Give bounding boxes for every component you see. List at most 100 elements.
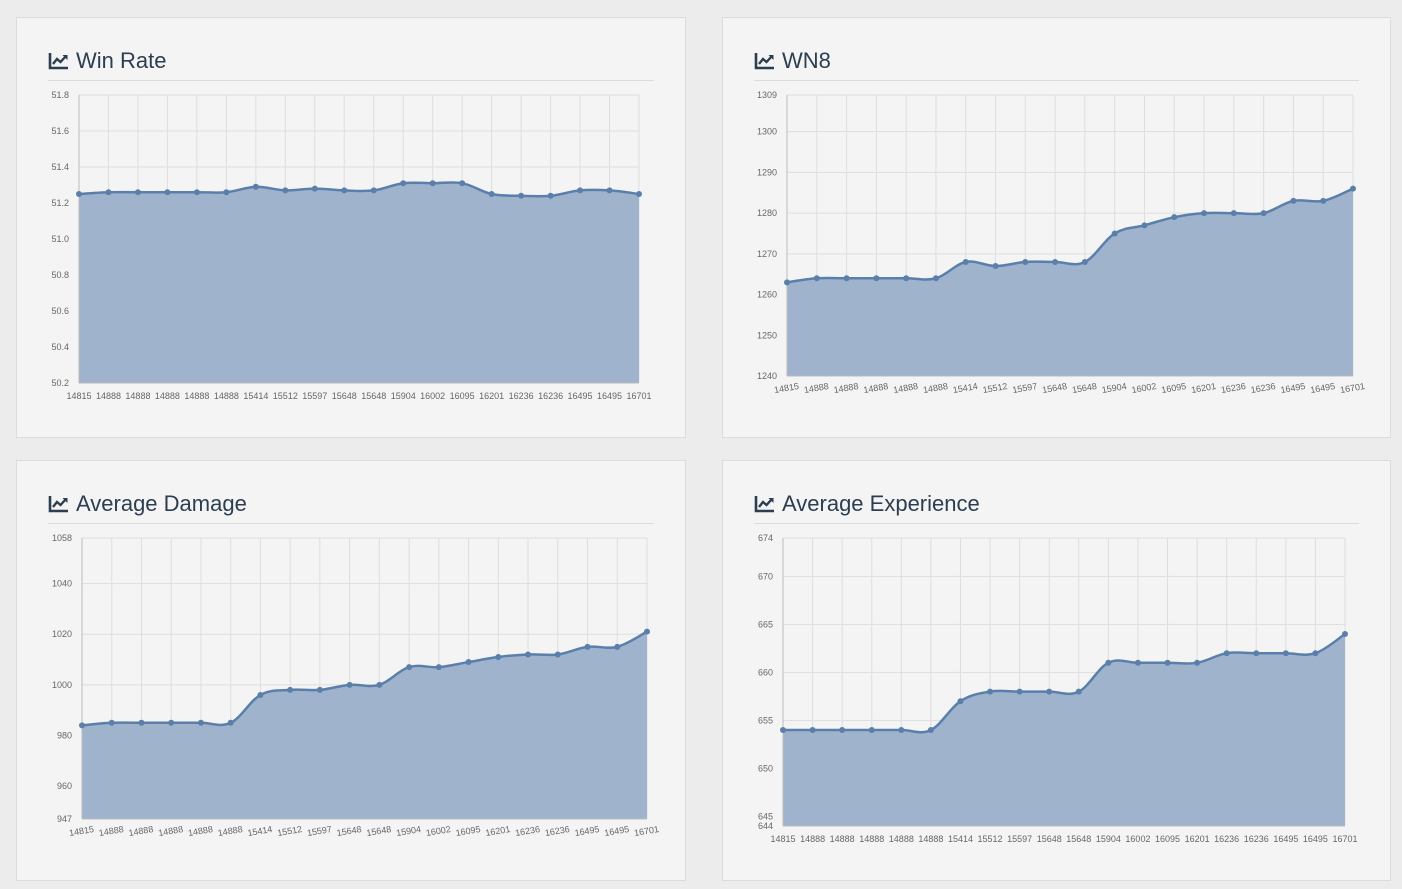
x-tick-label: 14888	[863, 381, 889, 395]
x-tick-label: 14888	[96, 391, 121, 401]
x-tick-label: 14815	[773, 381, 799, 395]
data-point	[400, 180, 407, 187]
x-tick-label: 15648	[332, 391, 357, 401]
y-tick-label: 644	[758, 821, 773, 831]
y-tick-label: 1240	[757, 371, 777, 381]
data-point	[257, 691, 264, 698]
x-tick-label: 15512	[978, 834, 1003, 844]
y-tick-label: 1000	[52, 680, 72, 690]
data-point	[1141, 222, 1148, 229]
y-tick-label: 1020	[52, 629, 72, 639]
x-tick-label: 14888	[128, 824, 154, 838]
data-point	[644, 628, 650, 635]
y-tick-label: 50.4	[51, 342, 69, 352]
data-point	[252, 183, 259, 190]
y-tick-label: 947	[57, 814, 72, 824]
series-area	[787, 188, 1353, 376]
data-point	[488, 191, 495, 197]
y-tick-label: 50.2	[51, 378, 69, 388]
data-point	[992, 263, 999, 270]
x-tick-label: 16236	[514, 824, 540, 838]
average-experience-title: Average Experience	[754, 491, 980, 517]
data-point	[584, 643, 591, 650]
x-tick-label: 16201	[1190, 381, 1216, 395]
x-tick-label: 16701	[1332, 834, 1357, 844]
data-point	[376, 681, 383, 688]
x-tick-label: 14888	[833, 381, 859, 395]
y-tick-label: 960	[57, 781, 72, 791]
x-tick-label: 14888	[184, 391, 209, 401]
x-tick-label: 15648	[1041, 381, 1067, 395]
y-tick-label: 1040	[52, 579, 72, 589]
data-point	[898, 727, 905, 733]
line-chart-icon	[48, 494, 70, 514]
x-tick-label: 16095	[455, 824, 481, 838]
wn8-chart: 1240 1250 1260 1270 1280 1290 1300 1309 14815 148…	[757, 90, 1366, 395]
x-tick-label: 15904	[395, 824, 421, 838]
data-point	[784, 279, 790, 286]
x-tick-label: 16495	[1280, 381, 1306, 395]
wn8-panel: WN8 1240 1250 1260 1270 1280 1290 1300 1309 1481…	[722, 17, 1391, 438]
x-tick-label: 14888	[859, 834, 884, 844]
x-tick-label: 14815	[770, 834, 795, 844]
x-tick-label: 15414	[952, 381, 978, 395]
data-point	[1052, 258, 1059, 265]
data-point	[903, 275, 910, 282]
title-divider	[48, 80, 654, 81]
data-point	[839, 727, 846, 733]
data-point	[1105, 659, 1112, 666]
data-point	[636, 191, 642, 197]
data-point	[105, 189, 112, 196]
y-tick-label: 51.2	[51, 198, 69, 208]
data-point	[108, 719, 115, 726]
data-point	[1253, 650, 1260, 657]
x-tick-label: 14888	[800, 834, 825, 844]
data-point	[1260, 210, 1267, 217]
data-point	[164, 189, 171, 196]
data-point	[435, 664, 442, 671]
x-tick-label: 15597	[302, 391, 327, 401]
data-point	[459, 180, 466, 187]
data-point	[406, 664, 413, 671]
x-tick-label: 15414	[247, 824, 273, 838]
data-point	[1111, 230, 1118, 237]
title-divider	[754, 523, 1359, 524]
x-tick-label: 15904	[391, 391, 416, 401]
x-tick-label: 16236	[1214, 834, 1239, 844]
x-tick-label: 16236	[544, 824, 570, 838]
data-point	[168, 719, 175, 726]
data-point	[873, 275, 880, 282]
y-tick-label: 1250	[757, 330, 777, 340]
data-point	[927, 727, 934, 733]
series-area	[82, 631, 647, 819]
data-point	[223, 189, 230, 196]
x-tick-label: 14888	[157, 824, 183, 838]
data-point	[780, 727, 786, 733]
average-damage-title-text: Average Damage	[76, 491, 247, 516]
y-tick-label: 980	[57, 730, 72, 740]
x-tick-label: 14888	[214, 391, 239, 401]
line-chart-icon	[754, 494, 776, 514]
x-tick-label: 14888	[155, 391, 180, 401]
y-tick-label: 1270	[757, 249, 777, 259]
y-tick-label: 51.4	[51, 162, 69, 172]
x-tick-label: 16495	[574, 824, 600, 838]
data-point	[843, 275, 850, 282]
data-point	[311, 185, 318, 192]
x-tick-label: 16495	[1309, 381, 1335, 395]
data-point	[429, 180, 436, 187]
y-tick-label: 655	[758, 715, 773, 725]
y-tick-label: 650	[758, 763, 773, 773]
data-point	[193, 189, 200, 196]
data-point	[287, 686, 294, 693]
x-tick-label: 16495	[1303, 834, 1328, 844]
data-point	[1022, 258, 1029, 265]
x-tick-label: 16495	[604, 824, 630, 838]
data-point	[962, 258, 969, 265]
average-experience-title-text: Average Experience	[782, 491, 980, 516]
data-point	[1350, 185, 1356, 192]
x-tick-label: 15512	[276, 824, 302, 838]
data-point	[370, 187, 377, 194]
x-tick-label: 16002	[1125, 834, 1150, 844]
